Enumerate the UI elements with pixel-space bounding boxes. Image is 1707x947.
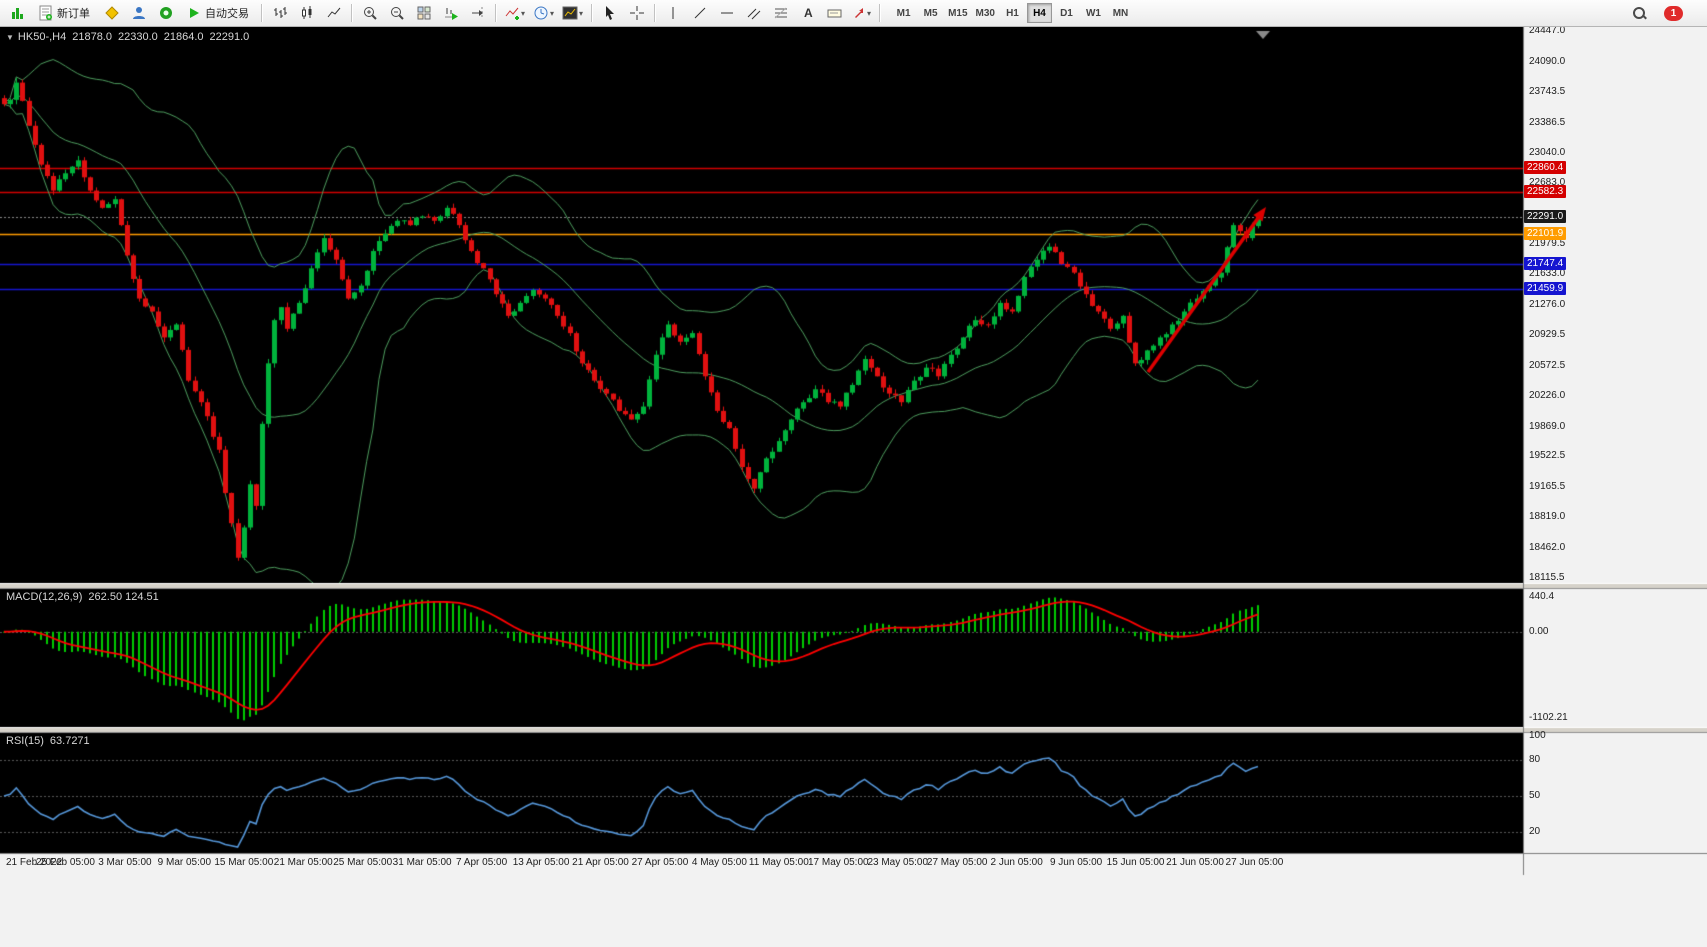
timeframe-button-mn[interactable]: MN	[1108, 3, 1133, 23]
chevron-down-icon: ▾	[521, 8, 526, 18]
indicators-button[interactable]: ▾	[501, 2, 528, 24]
svg-text:A: A	[804, 6, 813, 20]
new-chart-icon	[11, 8, 23, 19]
chart-shift-icon	[471, 7, 483, 19]
toolbar-separator	[495, 4, 496, 22]
trendline-icon	[694, 7, 705, 19]
main-toolbar: 新订单 自动交易	[0, 0, 1707, 27]
timeframe-button-m30[interactable]: M30	[973, 3, 998, 23]
bar-chart-icon	[273, 7, 287, 18]
candlestick-icon	[301, 6, 311, 19]
chart-window: ▼ HK50-,H4 21878.0 22330.0 21864.0 22291.0 MA…	[0, 25, 1707, 947]
toolbar-separator	[654, 4, 656, 22]
template-chart-icon	[562, 6, 578, 20]
trendline-tool-button[interactable]	[687, 2, 712, 24]
cursor-button[interactable]	[597, 2, 622, 24]
periods-button[interactable]: ▾	[530, 2, 557, 24]
symbol-period-label: HK50-,H4	[17, 31, 67, 43]
bar-chart-mode-button[interactable]	[267, 2, 292, 24]
arrow-tools-button[interactable]: ▾	[849, 2, 874, 24]
text-icon: A	[804, 6, 813, 20]
macd-indicator-label: MACD(12,26,9) 262.50 124.51	[6, 591, 159, 603]
rsi-indicator-label: RSI(15) 63.7271	[6, 735, 90, 747]
tile-windows-icon	[417, 6, 430, 20]
zoom-out-icon	[390, 7, 404, 20]
auto-scroll-button[interactable]	[438, 2, 463, 24]
clock-icon	[534, 6, 548, 20]
signals-button[interactable]	[153, 2, 178, 24]
toolbar-separator	[879, 4, 881, 22]
text-tool-button[interactable]: A	[795, 2, 820, 24]
fibonacci-icon	[774, 7, 787, 19]
horizontal-line-tool-button[interactable]	[714, 2, 739, 24]
low-value: 21864.0	[163, 31, 204, 43]
timeframe-button-m1[interactable]: M1	[891, 3, 916, 23]
new-order-button[interactable]: 新订单	[32, 2, 97, 24]
new-order-label: 新订单	[57, 8, 90, 20]
templates-button[interactable]: ▾	[559, 2, 586, 24]
timeframe-toolbar: M1 M5 M15 M30 H1 H4 D1 W1 MN	[890, 3, 1134, 23]
channel-tool-button[interactable]	[741, 2, 766, 24]
auto-scroll-icon	[444, 8, 458, 20]
horizontal-line-icon	[720, 12, 733, 14]
indicators-icon	[505, 7, 519, 20]
blue-person-icon	[132, 7, 145, 19]
toolbar-separator	[591, 4, 593, 22]
order-document-icon	[39, 5, 52, 21]
search-icon	[1631, 5, 1647, 21]
search-button[interactable]	[1626, 2, 1651, 24]
candlestick-mode-button[interactable]	[294, 2, 319, 24]
yellow-diamond-icon	[104, 6, 119, 20]
chevron-down-icon: ▾	[579, 8, 584, 18]
toolbar-right-group: 1	[1625, 0, 1683, 26]
zoom-in-button[interactable]	[357, 2, 382, 24]
line-chart-icon	[327, 7, 340, 18]
autotrading-button[interactable]: 自动交易	[180, 2, 256, 24]
vertical-line-tool-button[interactable]	[660, 2, 685, 24]
timeframe-button-m5[interactable]: M5	[918, 3, 943, 23]
timeframe-button-m15[interactable]: M15	[945, 3, 970, 23]
close-value: 22291.0	[209, 31, 250, 43]
label-tool-button[interactable]	[822, 2, 847, 24]
text-label-icon	[827, 9, 842, 18]
rsi-value: 63.7271	[49, 735, 90, 747]
cursor-arrow-icon	[605, 6, 614, 20]
crosshair-icon	[629, 6, 644, 20]
crosshair-button[interactable]	[624, 2, 649, 24]
timeframe-button-w1[interactable]: W1	[1081, 3, 1106, 23]
chevron-down-icon: ▾	[867, 8, 872, 18]
channel-icon	[747, 8, 760, 20]
autotrading-label: 自动交易	[205, 8, 249, 20]
timeframe-button-h4[interactable]: H4	[1026, 3, 1052, 23]
chevron-down-icon: ▾	[550, 8, 555, 18]
zoom-out-button[interactable]	[384, 2, 409, 24]
macd-values: 262.50 124.51	[88, 591, 159, 603]
metaeditor-button[interactable]	[99, 2, 124, 24]
profile-button[interactable]	[126, 2, 151, 24]
one-click-trading-toggle[interactable]: ▼	[6, 33, 14, 42]
fibonacci-tool-button[interactable]	[768, 2, 793, 24]
high-value: 22330.0	[117, 31, 158, 43]
tile-windows-button[interactable]	[411, 2, 436, 24]
toolbar-separator	[261, 4, 262, 22]
notification-badge[interactable]: 1	[1664, 5, 1683, 21]
chart-canvas[interactable]	[0, 26, 1707, 947]
zoom-in-icon	[363, 7, 377, 20]
vertical-line-icon	[672, 7, 674, 19]
toolbar-separator	[351, 4, 352, 22]
arrow-marker-icon	[855, 8, 864, 18]
chart-ohlc-readout: ▼ HK50-,H4 21878.0 22330.0 21864.0 22291.0	[6, 31, 249, 43]
new-chart-button[interactable]	[5, 2, 30, 24]
play-icon	[190, 8, 199, 18]
chart-shift-button[interactable]	[465, 2, 490, 24]
timeframe-button-d1[interactable]: D1	[1054, 3, 1079, 23]
green-signal-icon	[159, 7, 172, 19]
timeframe-button-h1[interactable]: H1	[1000, 3, 1025, 23]
open-value: 21878.0	[72, 31, 112, 43]
line-chart-mode-button[interactable]	[321, 2, 346, 24]
